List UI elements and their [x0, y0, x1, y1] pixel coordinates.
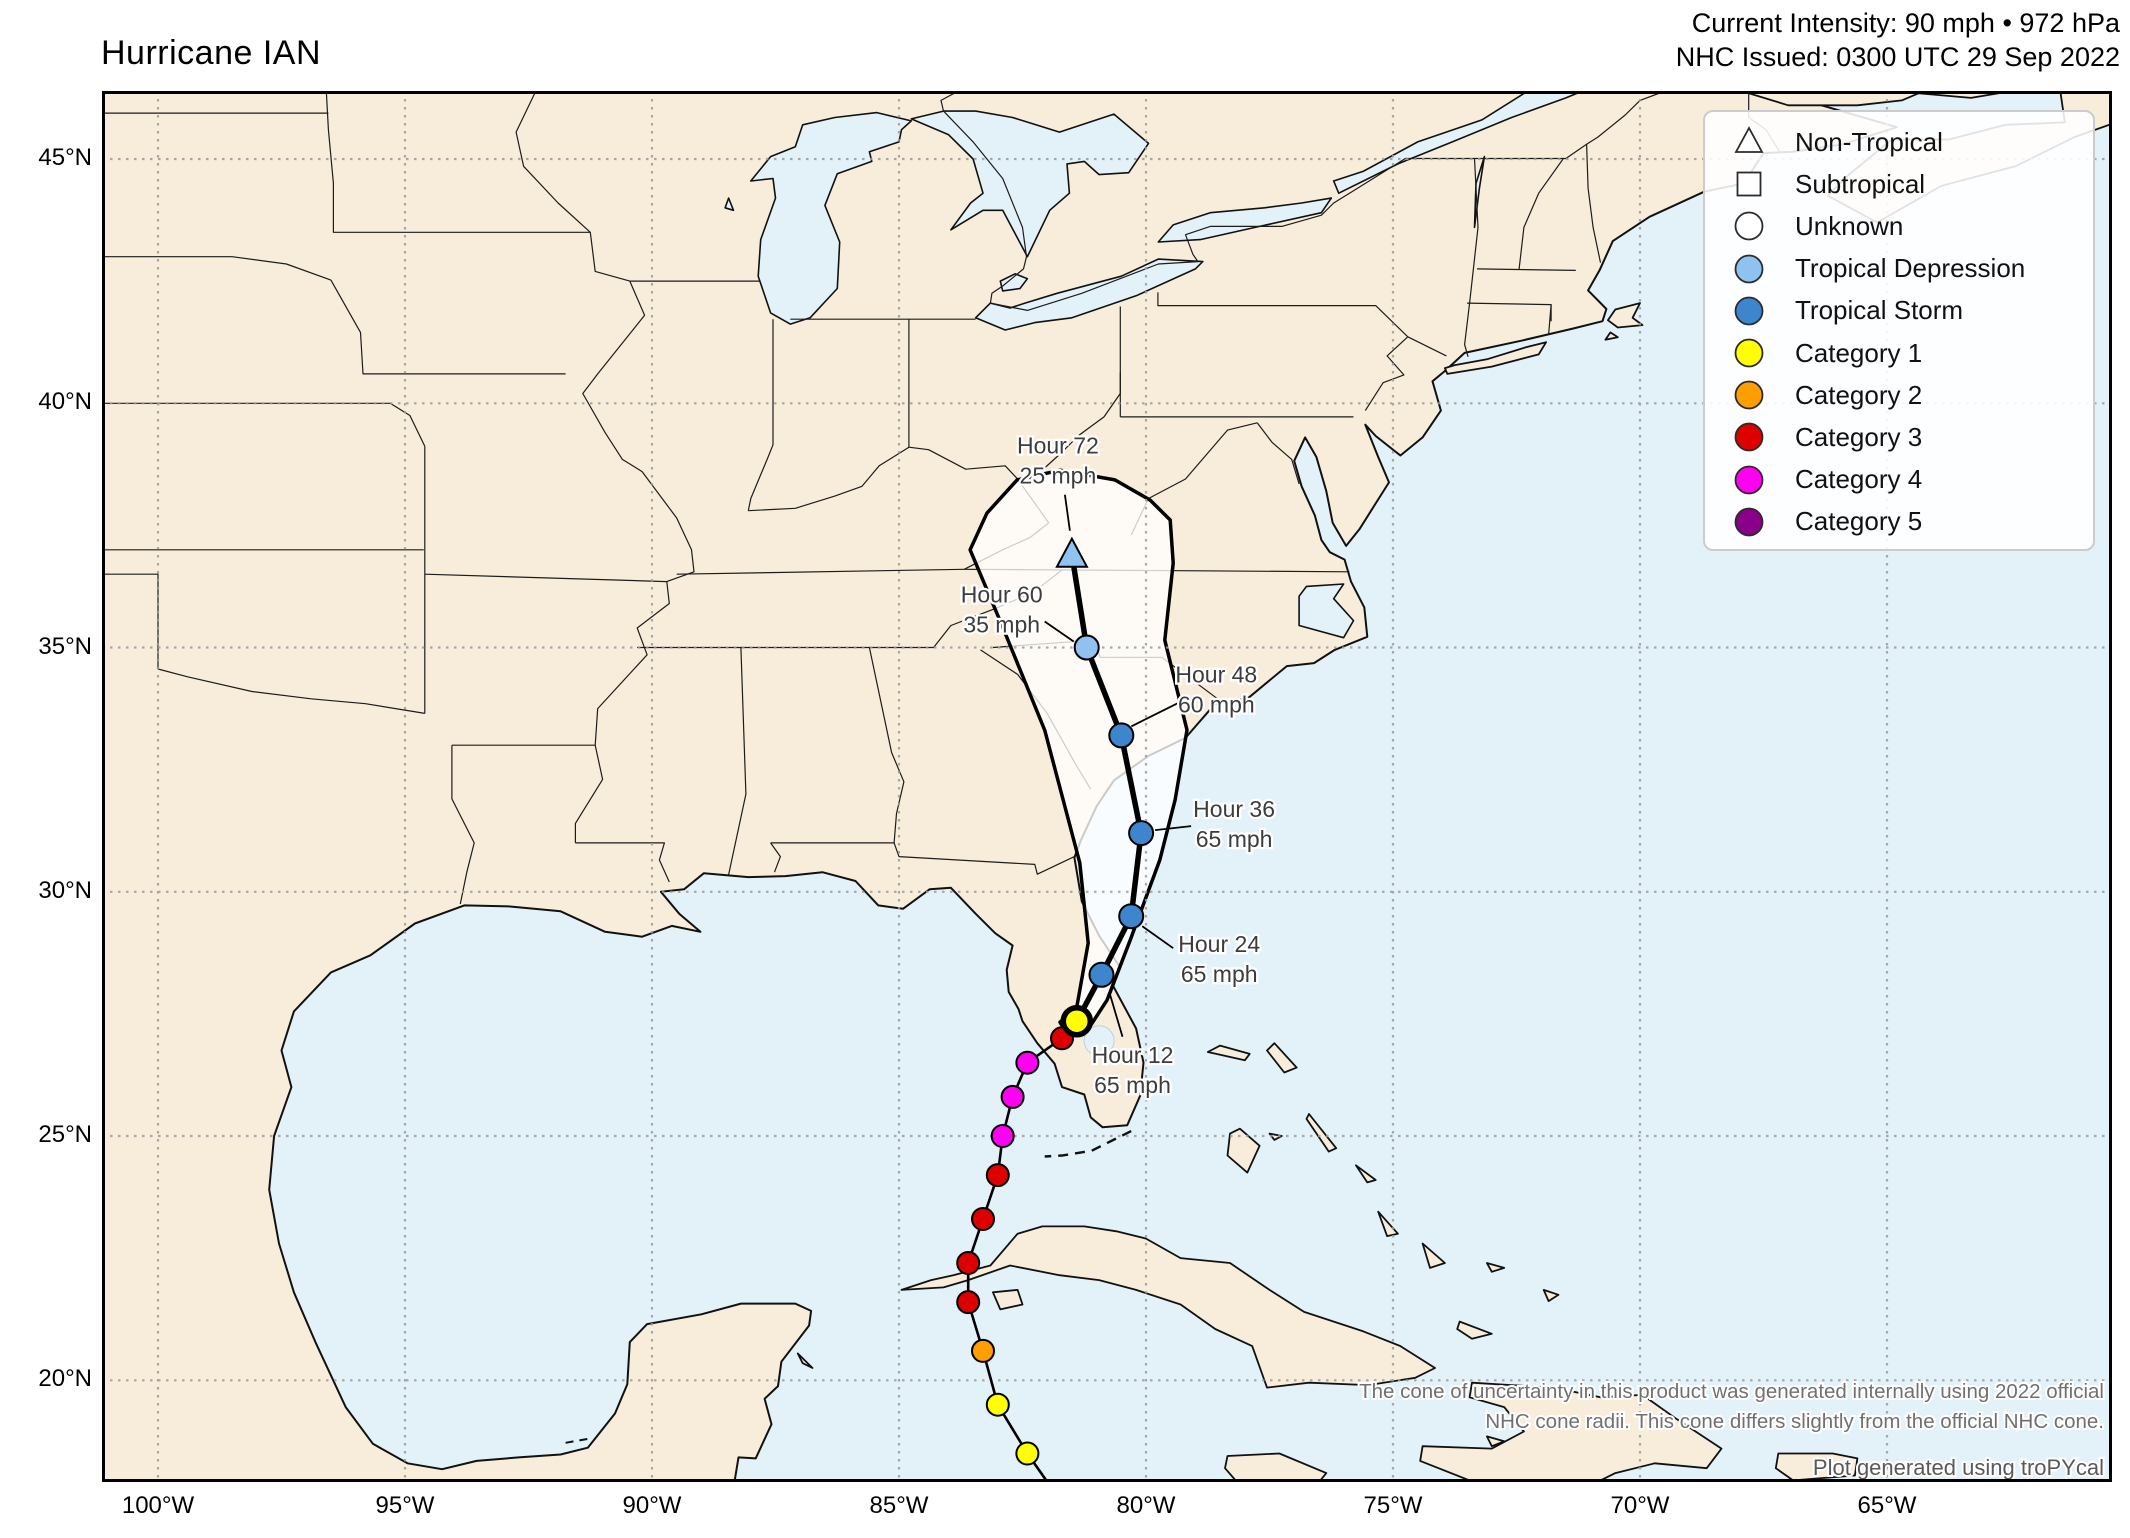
circle-marker-icon	[1721, 378, 1777, 412]
legend-item-label: Tropical Depression	[1795, 253, 2026, 284]
cone-disclaimer-line2: NHC cone radii. This cone differs slight…	[1485, 1410, 2104, 1433]
hour-label-h60-wind: 35 mph	[963, 612, 1040, 638]
legend-item: Category 4	[1705, 459, 2093, 501]
current-intensity-text: Current Intensity: 90 mph • 972 hPa	[1691, 8, 2120, 38]
lon-tick-label: 100°W	[121, 1492, 195, 1519]
hour-label-h24: Hour 24	[1178, 931, 1260, 957]
track-point-C3	[956, 1290, 981, 1315]
hour-label-h24-wind: 65 mph	[1181, 961, 1258, 987]
nhc-issued-text: NHC Issued: 0300 UTC 29 Sep 2022	[1675, 42, 2120, 72]
forecast-point-h24	[1118, 903, 1145, 930]
lat-tick-label: 25°N	[38, 1121, 92, 1148]
lon-tick-label: 95°W	[375, 1492, 435, 1519]
hour-label-h36: Hour 36	[1193, 796, 1275, 822]
circle-marker-icon	[1721, 336, 1777, 370]
map-border	[102, 91, 2112, 1482]
track-point-C3	[956, 1251, 981, 1275]
legend-item: Category 3	[1705, 416, 2093, 458]
hour-label-h60: Hour 60	[961, 582, 1043, 608]
track-point-C1	[985, 1392, 1010, 1417]
legend-item-label: Tropical Storm	[1795, 295, 1964, 326]
legend-item-label: Subtropical	[1795, 168, 1926, 199]
current-position-marker	[1060, 1004, 1094, 1038]
lon-tick-label: 70°W	[1610, 1492, 1670, 1519]
lon-tick-label: 75°W	[1363, 1492, 1423, 1519]
circle-marker-icon	[1721, 252, 1777, 286]
circle-marker-icon	[1721, 209, 1777, 243]
legend-item: Category 2	[1705, 374, 2093, 416]
legend: Non-Tropical Subtropical Unknown Tropical D…	[1703, 110, 2095, 551]
track-point-C4	[990, 1124, 1015, 1148]
legend-item-label: Category 2	[1795, 379, 1923, 410]
observed-track-points	[956, 1026, 1074, 1466]
square-marker-icon	[1721, 167, 1777, 201]
hour-label-h72-wind: 25 mph	[1020, 463, 1097, 489]
map-notes: The cone of uncertainty in this product …	[1357, 1378, 2106, 1482]
lake-okeechobee	[1083, 1025, 1115, 1057]
circle-marker-icon	[1721, 294, 1777, 328]
legend-item: Category 5	[1705, 501, 2093, 543]
cone-disclaimer-line1: The cone of uncertainty in this product …	[1359, 1380, 2104, 1403]
hour-label-h48-wind: 60 mph	[1178, 691, 1255, 717]
legend-item-label: Category 1	[1795, 337, 1923, 368]
lon-tick-label: 65°W	[1857, 1492, 1917, 1519]
legend-item: Tropical Storm	[1705, 290, 2093, 332]
track-point-C3	[971, 1207, 995, 1231]
circle-marker-icon	[1721, 505, 1777, 539]
lon-tick-label: 85°W	[869, 1492, 929, 1519]
hour-annotations: Hour 72 25 mph Hour 60 35 mph Hour 48 60 mph H…	[959, 430, 1278, 1100]
track-point-C2	[971, 1338, 995, 1363]
forecast-point-h36	[1128, 820, 1155, 847]
legend-item-label: Category 4	[1795, 464, 1923, 495]
legend-item: Subtropical	[1705, 163, 2093, 205]
laguna-terminos	[565, 1437, 588, 1444]
forecast-point-h48	[1108, 722, 1135, 749]
hour-label-h36-wind: 65 mph	[1196, 826, 1273, 852]
legend-item: Unknown	[1705, 205, 2093, 247]
forecast-points	[1055, 536, 1155, 988]
page-title: Hurricane IAN	[101, 34, 322, 72]
legend-item: Category 1	[1705, 332, 2093, 374]
circle-marker-icon	[1721, 463, 1777, 497]
triangle-marker-icon	[1721, 125, 1777, 159]
circle-marker-icon	[1721, 420, 1777, 454]
forecast-point-h60	[1073, 634, 1100, 661]
lat-tick-label: 35°N	[38, 632, 92, 660]
hour-label-h12: Hour 12	[1092, 1042, 1174, 1068]
legend-item-label: Category 5	[1795, 506, 1923, 537]
lat-tick-label: 20°N	[38, 1365, 92, 1393]
legend-item-label: Unknown	[1795, 210, 1904, 241]
hour-label-h12-wind: 65 mph	[1094, 1072, 1171, 1098]
lat-tick-label: 45°N	[38, 144, 92, 171]
lat-tick-label: 40°N	[38, 388, 92, 416]
legend-item: Non-Tropical	[1705, 121, 2093, 163]
legend-item: Tropical Depression	[1705, 248, 2093, 290]
legend-item-label: Non-Tropical	[1795, 126, 1943, 157]
lat-tick-label: 30°N	[38, 876, 92, 904]
legend-item-label: Category 3	[1795, 421, 1923, 452]
lon-tick-label: 80°W	[1116, 1492, 1176, 1519]
hour-label-h72: Hour 72	[1017, 433, 1099, 459]
track-point-C4	[1015, 1050, 1040, 1075]
hour-label-h48: Hour 48	[1175, 661, 1257, 687]
credit-text: Plot generated using troPYcal	[1813, 1455, 2104, 1480]
forecast-point-h72	[1055, 536, 1089, 568]
forecast-point-h12	[1088, 961, 1115, 988]
header-info: Current Intensity: 90 mph • 972 hPa NHC …	[1676, 6, 2120, 74]
track-point-C4	[1000, 1084, 1025, 1109]
track-point-C1	[1015, 1441, 1040, 1466]
lon-tick-label: 90°W	[622, 1492, 682, 1519]
track-point-C3	[985, 1163, 1010, 1188]
